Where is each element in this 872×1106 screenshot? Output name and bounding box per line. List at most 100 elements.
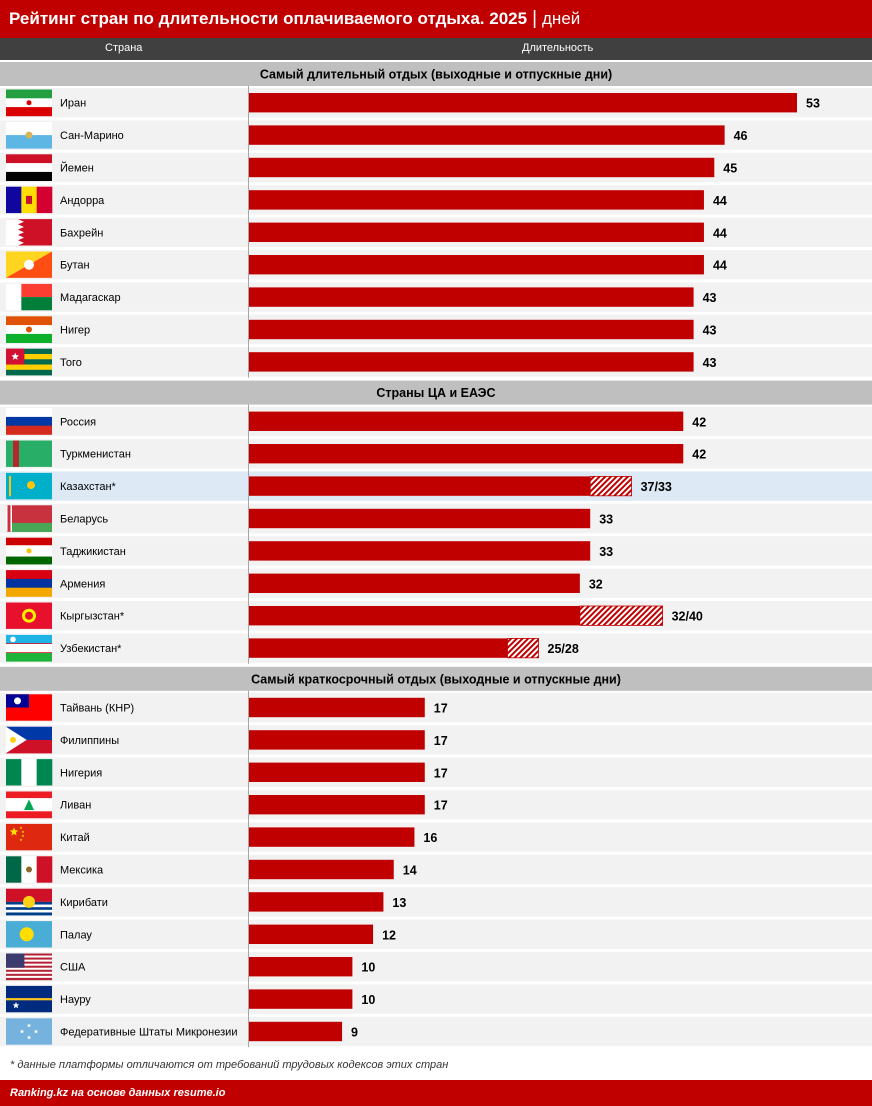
flag-andorra-icon <box>6 186 53 214</box>
table-row: Сан-Марино 46 <box>0 120 872 150</box>
bar <box>249 93 797 113</box>
table-row: Палау 12 <box>0 919 872 949</box>
row-bg <box>0 1016 872 1047</box>
value-label: 9 <box>351 1026 358 1040</box>
country-label: Тайвань (КНР) <box>60 703 134 715</box>
row-bg <box>0 854 872 885</box>
table-row: Бахрейн 44 <box>0 217 872 247</box>
bar <box>249 989 353 1009</box>
table-row: Кыргызстан* 32/40 <box>0 601 872 631</box>
bar <box>249 827 415 847</box>
column-header-country: Страна <box>105 42 143 54</box>
value-label: 32 <box>589 577 603 591</box>
country-label: Мексика <box>60 865 104 877</box>
value-label: 17 <box>434 799 448 813</box>
table-row: Ливан 17 <box>0 790 872 820</box>
bar <box>249 125 725 145</box>
country-label: Палау <box>60 929 92 941</box>
source-label: Ranking.kz на основе данных resume.io <box>10 1087 226 1099</box>
country-label: Мадагаскар <box>60 292 121 304</box>
country-label: Сан-Марино <box>60 130 124 142</box>
bar-alt-hatched <box>579 605 663 626</box>
flag-yemen-icon <box>6 154 52 181</box>
bar <box>249 606 580 626</box>
value-label: 14 <box>403 864 417 878</box>
value-label: 42 <box>692 415 706 429</box>
country-label: Нигер <box>60 325 90 337</box>
table-row: Федеративные Штаты Микронезии 9 <box>0 1016 872 1047</box>
flag-russia-icon <box>6 408 52 435</box>
table-row: Таджикистан 33 <box>0 536 872 566</box>
bar-alt-hatched <box>589 475 632 497</box>
value-label: 17 <box>434 734 448 748</box>
table-row: Нигер 43 <box>0 314 872 345</box>
table-row: Андорра 44 <box>0 185 872 215</box>
country-label: Кыргызстан* <box>60 611 125 623</box>
country-label: Бахрейн <box>60 227 103 239</box>
row-bg <box>0 984 872 1014</box>
section-header-bg <box>0 62 872 86</box>
flag-philippines-icon <box>6 726 52 754</box>
country-label: Казахстан* <box>60 481 117 493</box>
column-header: Страна Длительность <box>0 38 872 60</box>
flag-iran-icon <box>6 89 52 117</box>
country-label: Науру <box>60 994 91 1006</box>
country-label: Таджикистан <box>60 546 126 558</box>
section-header-bg <box>0 666 872 691</box>
value-label: 25/28 <box>548 642 579 656</box>
value-label: 43 <box>703 356 717 370</box>
footer: Ranking.kz на основе данных resume.io <box>0 1080 872 1106</box>
table-row: Мадагаскар 43 <box>0 282 872 312</box>
table-row: Мексика 14 <box>0 854 872 885</box>
country-label: Федеративные Штаты Микронезии <box>60 1027 237 1039</box>
country-label: Бутан <box>60 260 90 272</box>
flag-kazakhstan-icon <box>6 472 52 500</box>
value-label: 53 <box>806 97 820 111</box>
bar <box>249 444 684 464</box>
bar <box>249 892 384 912</box>
country-label: США <box>60 962 86 974</box>
table-row: Россия 42 <box>0 406 872 436</box>
flag-madagascar-icon <box>6 283 52 311</box>
country-label: Китай <box>60 832 90 844</box>
row-bg <box>0 887 872 917</box>
value-label: 12 <box>382 928 396 942</box>
country-label: Того <box>60 357 82 369</box>
bar <box>249 190 704 210</box>
flag-micronesia-icon <box>6 1018 52 1045</box>
flag-belarus-icon <box>6 505 52 532</box>
section-header: Самый длительный отдых (выходные и отпус… <box>0 62 872 86</box>
bar <box>249 476 591 496</box>
value-label: 13 <box>392 896 406 910</box>
value-label: 33 <box>599 545 613 559</box>
flag-taiwan-icon <box>6 694 52 721</box>
table-row: Туркменистан 42 <box>0 439 872 469</box>
bar-alt-hatched <box>507 638 539 659</box>
table-row: США 10 <box>0 952 872 982</box>
flag-niger-icon <box>6 316 52 343</box>
unit-label: дней <box>542 9 581 28</box>
flag-kiribati-icon <box>6 888 52 916</box>
country-label: Узбекистан* <box>60 643 122 655</box>
flag-bhutan-icon <box>6 251 52 278</box>
value-label: 33 <box>599 513 613 527</box>
bar <box>249 957 353 977</box>
flag-uzbekistan-icon <box>6 634 52 662</box>
row-bg <box>0 757 872 787</box>
bar <box>249 541 591 561</box>
section-title: Страны ЦА и ЕАЭС <box>376 386 495 400</box>
country-label: Филиппины <box>60 735 119 747</box>
table-row: Китай 16 <box>0 822 872 852</box>
value-label: 10 <box>361 961 375 975</box>
country-label: Беларусь <box>60 514 108 526</box>
value-label: 45 <box>723 162 737 176</box>
flag-togo-icon <box>6 348 52 376</box>
flag-tajikistan-icon <box>6 537 52 565</box>
bar <box>249 352 694 372</box>
bar <box>249 411 684 431</box>
value-label: 46 <box>734 129 748 143</box>
country-label: Туркменистан <box>60 449 131 461</box>
flag-nauru-icon <box>6 985 52 1013</box>
bar <box>249 287 694 307</box>
bar <box>249 638 508 658</box>
